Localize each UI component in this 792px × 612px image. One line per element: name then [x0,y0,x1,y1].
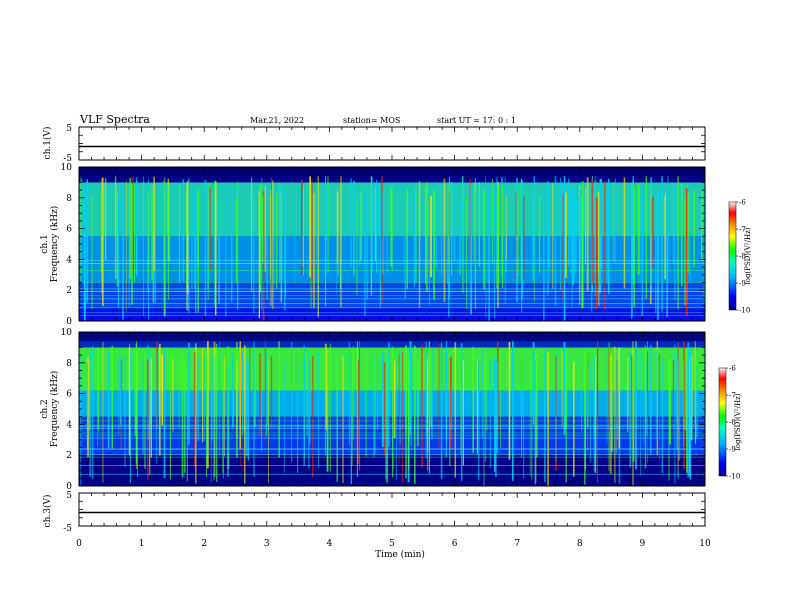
time-tick-label: 2 [201,539,207,549]
ch2-freq-tick-label: 8 [66,359,72,369]
time-tick-label: 4 [327,539,333,549]
date-label: Mar.21, 2022 [250,116,304,125]
ch3-voltage-ylabel: ch.3(V) [42,495,53,528]
ch1-freq-tick-label: 10 [61,163,73,173]
ch3-ytick-bottom: -5 [63,524,72,534]
ch1-channel-label: ch.1 [40,234,50,253]
ch2-spectrogram-panel: 0 2 4 6 8 10 ch.2 Frequency (kHz) log(PSD)(V²… [40,328,742,492]
ch1-voltage-panel: 5 -5 ch.1(V) [42,124,706,164]
ch1-spectrogram-image [79,167,705,321]
time-tick-label: 9 [640,539,646,549]
ch1-freq-tick-label: 8 [66,194,72,204]
colorbar-tick-label: -10 [739,307,750,315]
ch1-voltage-ylabel: ch.1(V) [42,127,53,160]
colorbar-tick-label: -9 [739,280,746,288]
figure-title: VLF Spectra [79,113,150,126]
time-tick-label: 0 [76,539,82,549]
ch2-freq-tick-label: 10 [61,328,73,338]
ch2-channel-label: ch.2 [40,399,50,418]
ch2-colorbar-gradient [718,367,727,477]
ch2-freq-tick-label: 4 [66,420,72,430]
colorbar-tick-label: -7 [729,392,736,400]
colorbar-tick-label: -6 [739,199,746,207]
start-time-label: start UT = 17: 0 : 1 [437,116,516,125]
time-axis-ticks: 0 1 2 3 4 5 6 7 8 9 10 [76,539,711,549]
ch1-colorbar: log(PSD)(V²/Hz) -6 -7 -8 -9 -10 [728,199,752,315]
colorbar-tick-label: -7 [739,226,746,234]
ch2-frequency-ylabel: Frequency (kHz) [49,371,60,448]
time-tick-label: 6 [452,539,458,549]
colorbar-tick-label: -8 [729,419,736,427]
ch1-ytick-top: 5 [66,124,72,134]
time-tick-label: 3 [264,539,270,549]
ch1-colorbar-gradient [728,201,737,311]
ch1-freq-tick-label: 4 [66,255,72,265]
time-tick-label: 1 [139,539,145,549]
ch2-spectrogram-image [79,332,705,486]
ch1-ytick-bottom: -5 [63,154,72,164]
time-tick-label: 10 [699,539,711,549]
ch2-freq-tick-label: 0 [66,482,72,492]
ch2-colorbar-label: log(PSD)(V²/Hz) [734,393,742,450]
station-label: station= MOS [343,116,400,125]
ch1-freq-tick-label: 0 [66,317,72,327]
ch1-freq-tick-label: 6 [66,225,72,235]
ch1-spectrogram-panel: 0 2 4 6 8 10 ch.1 Frequency (kHz) log(PSD)(V²… [40,163,752,327]
time-tick-label: 8 [577,539,583,549]
ch1-frequency-ylabel: Frequency (kHz) [49,206,60,283]
ch2-colorbar: log(PSD)(V²/Hz) -6 -7 -8 -9 -10 [718,365,742,481]
colorbar-tick-label: -10 [729,473,740,481]
time-tick-label: 5 [389,539,395,549]
colorbar-tick-label: -6 [729,365,736,373]
ch2-freq-tick-label: 2 [66,451,72,461]
time-axis-label: Time (min) [375,549,425,560]
ch1-colorbar-label: log(PSD)(V²/Hz) [744,227,752,284]
time-tick-label: 7 [514,539,520,549]
ch1-freq-tick-label: 2 [66,286,72,296]
colorbar-tick-label: -9 [729,446,736,454]
ch2-freq-tick-label: 6 [66,390,72,400]
ch3-voltage-panel: 5 -5 ch.3(V) [42,491,706,534]
ch3-ytick-top: 5 [66,491,72,501]
colorbar-tick-label: -8 [739,253,746,261]
spectrogram-band [79,308,705,321]
